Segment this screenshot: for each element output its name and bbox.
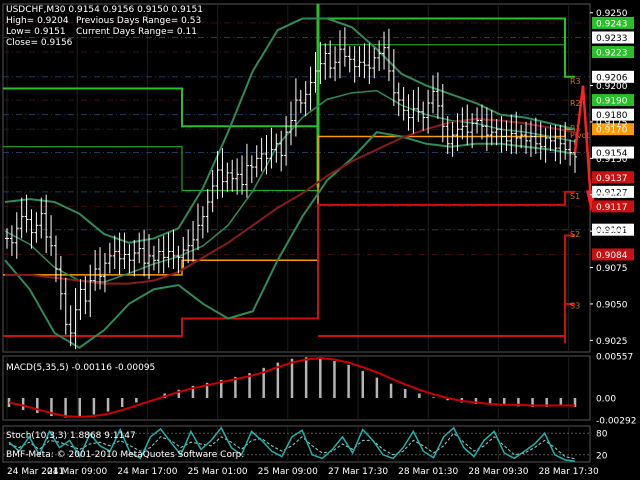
price-tick-label: 0.9075 <box>596 264 628 274</box>
stoch-tick-label: 20 <box>596 451 608 461</box>
price-tick-label: 0.9150 <box>596 155 628 165</box>
support-s1-line <box>3 190 575 337</box>
panel-frame-1 <box>2 355 591 421</box>
price-tick-label: 0.9175 <box>596 118 628 128</box>
level-price-tag <box>592 171 634 184</box>
pivot-label: S2 <box>570 230 580 239</box>
time-tick-label: 28 Mar 17:30 <box>539 467 599 477</box>
level-price-label: 0.9154 <box>596 149 628 159</box>
copyright-text: BMF-Meta: © 2001-2010 MetaQuotes Softwar… <box>6 450 244 460</box>
level-price-tag <box>592 223 634 236</box>
macd-tick-label: 0.00 <box>596 394 616 404</box>
macd-tick-label: -0.00292 <box>596 417 636 427</box>
level-price-label: 0.9190 <box>596 97 628 107</box>
previous-days-range: Previous Days Range= 0.53 <box>76 16 201 26</box>
price-axis: 0.92430.92330.92230.92060.91900.91800.91… <box>590 9 636 461</box>
stochastic-label: Stoch(10,3,3) 1.8868 9.1147 <box>6 431 136 441</box>
forecast-arrow-line <box>573 85 593 203</box>
price-tick-label: 0.9100 <box>596 228 628 238</box>
stoch-signal-line <box>8 432 576 460</box>
level-price-label: 0.9084 <box>596 251 628 261</box>
time-tick-label: 25 Mar 01:00 <box>188 467 248 477</box>
level-price-tag <box>592 185 634 198</box>
pivot-label: R3 <box>570 77 581 86</box>
level-price-tag <box>592 70 634 83</box>
level-price-label: 0.9127 <box>596 188 628 198</box>
level-price-tag <box>592 108 634 121</box>
pivot-label: R1 <box>570 124 581 133</box>
level-price-tag <box>592 94 634 107</box>
high-value: High= 0.9204 <box>6 16 69 26</box>
macd-panel[interactable] <box>7 357 577 418</box>
level-price-tag <box>592 123 634 136</box>
level-price-label: 0.9233 <box>596 34 628 44</box>
support-s3-line <box>564 302 575 344</box>
resistance-r2-line <box>3 44 565 191</box>
level-price-label: 0.9243 <box>596 19 628 29</box>
macd-label: MACD(5,35,5) -0.00116 -0.00095 <box>6 363 155 373</box>
stoch-tick-label: 80 <box>596 430 608 440</box>
pivot-label: R2 <box>570 99 581 108</box>
level-price-tag <box>592 200 634 213</box>
bollinger-lower-line <box>4 131 576 349</box>
level-price-label: 0.9206 <box>596 73 628 83</box>
macd-signal-line <box>8 357 575 418</box>
stochastic-panel[interactable] <box>3 426 590 463</box>
bollinger-upper-line <box>4 17 576 244</box>
level-price-tag <box>592 46 634 59</box>
support-s2-line <box>318 234 575 337</box>
level-price-tag <box>592 16 634 29</box>
level-price-tag <box>592 31 634 44</box>
time-tick-label: 28 Mar 09:30 <box>468 467 528 477</box>
time-tick-label: 24 Mar 09:00 <box>47 467 107 477</box>
time-tick-label: 27 Mar 17:30 <box>328 467 388 477</box>
level-price-tag <box>592 146 634 159</box>
level-price-label: 0.9117 <box>596 203 628 213</box>
level-price-label: 0.9180 <box>596 111 628 121</box>
time-tick-label: 24 Mar 17:00 <box>117 467 177 477</box>
time-tick-label: 25 Mar 09:00 <box>258 467 318 477</box>
current-days-range: Current Days Range= 0.11 <box>76 27 197 37</box>
level-price-label: 0.9101 <box>596 226 628 236</box>
price-tick-label: 0.9025 <box>596 337 628 347</box>
pivot-label: S3 <box>570 301 580 310</box>
level-price-tag <box>592 248 634 261</box>
stoch-main-line <box>8 426 576 463</box>
price-tick-label: 0.9250 <box>596 9 628 19</box>
time-tick-label: 24 Mar 2011 <box>7 467 64 477</box>
macd-tick-label: 0.00557 <box>596 353 633 363</box>
pivot-label: S1 <box>570 192 580 201</box>
symbol-info: USDCHF,M30 0.9154 0.9156 0.9150 0.9151 <box>6 5 203 15</box>
panel-frame-2 <box>2 425 591 463</box>
close-value: Close= 0.9156 <box>6 38 73 48</box>
level-price-label: 0.9170 <box>596 126 628 136</box>
level-price-label: 0.9137 <box>596 174 628 184</box>
level-price-label: 0.9223 <box>596 49 628 59</box>
low-value: Low= 0.9151 <box>6 27 66 37</box>
price-tick-label: 0.9200 <box>596 82 628 92</box>
time-tick-label: 28 Mar 01:30 <box>398 467 458 477</box>
price-tick-label: 0.9050 <box>596 300 628 310</box>
pivot-label: Pivot <box>570 131 590 140</box>
price-tick-label: 0.9125 <box>596 191 628 201</box>
